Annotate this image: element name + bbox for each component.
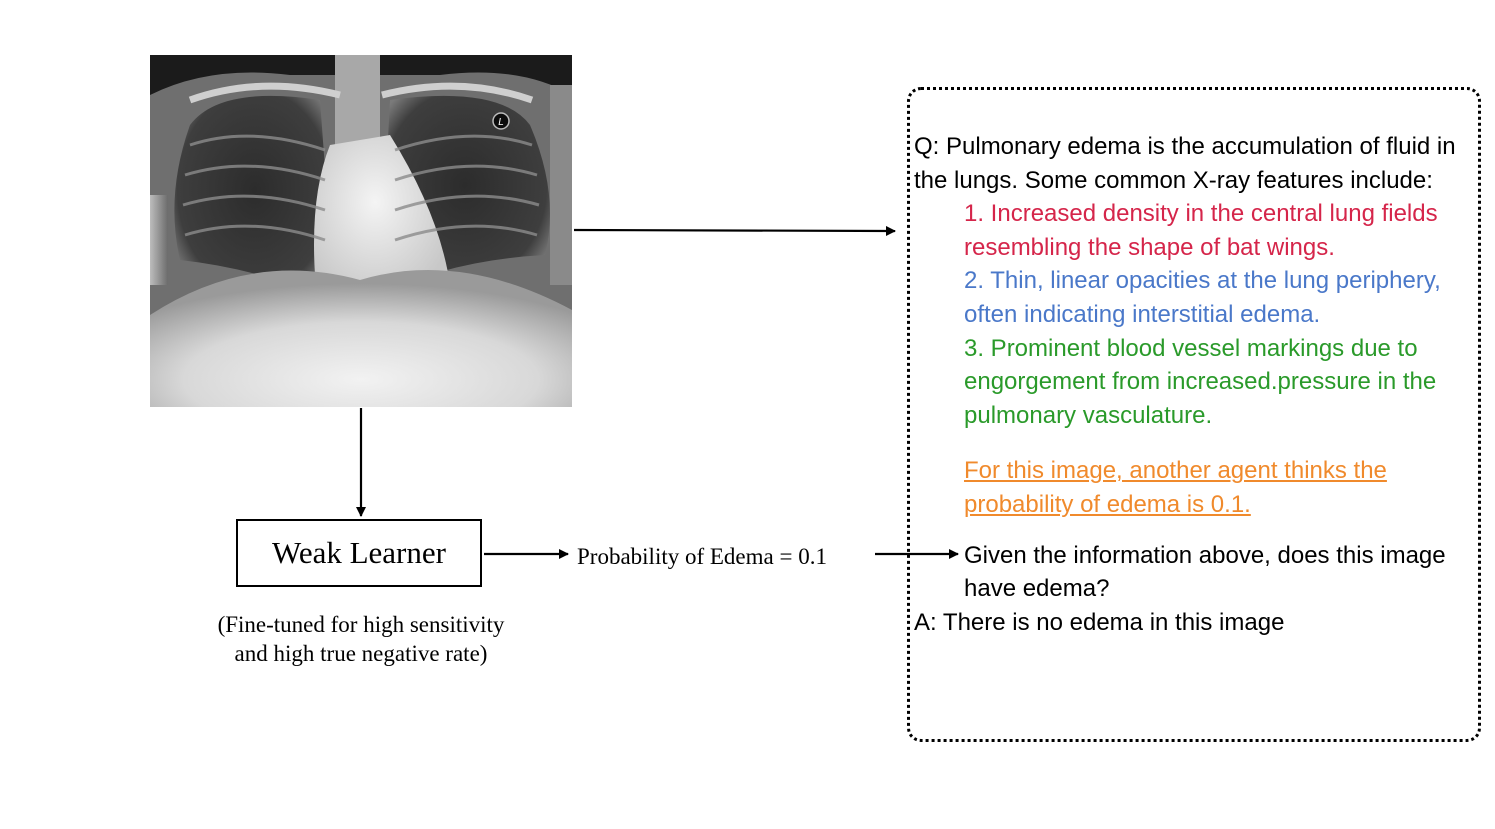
feature-1: 1. Increased density in the central lung… bbox=[964, 200, 1438, 261]
agent-note: For this image, another agent thinks the… bbox=[964, 457, 1387, 518]
question-intro: Q: Pulmonary edema is the accumulation o… bbox=[914, 133, 1456, 194]
feature-2: 2. Thin, linear opacities at the lung pe… bbox=[964, 267, 1441, 328]
chest-xray-image: L bbox=[150, 55, 572, 407]
xray-marker-text: L bbox=[498, 117, 504, 128]
weak-learner-note: (Fine-tuned for high sensitivity and hig… bbox=[217, 612, 505, 666]
prompt-box bbox=[907, 87, 1481, 742]
probability-label: Probability of Edema = 0.1 bbox=[577, 544, 827, 569]
arrow-image-to-prompt bbox=[573, 225, 896, 236]
feature-3: 3. Prominent blood vessel markings due t… bbox=[964, 334, 1437, 429]
weak-learner-label: Weak Learner bbox=[272, 535, 446, 570]
weak-learner-box: Weak Learner bbox=[236, 519, 482, 587]
prompt-text: Q: Pulmonary edema is the accumulation o… bbox=[914, 130, 1470, 639]
answer: A: There is no edema in this image bbox=[914, 608, 1285, 636]
final-question: Given the information above, does this i… bbox=[964, 541, 1446, 603]
